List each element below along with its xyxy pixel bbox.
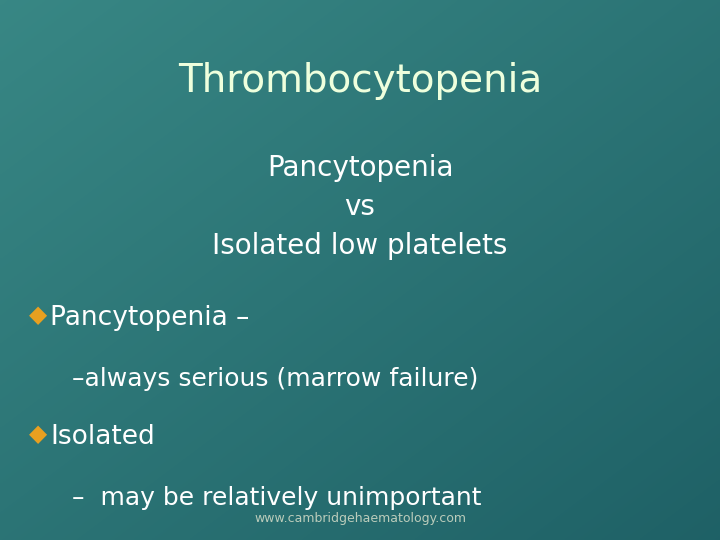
Text: ◆: ◆ [29, 422, 47, 446]
Text: –always serious (marrow failure): –always serious (marrow failure) [72, 367, 478, 391]
Text: Pancytopenia –: Pancytopenia – [50, 305, 250, 331]
Text: ◆: ◆ [29, 303, 47, 327]
Text: Thrombocytopenia: Thrombocytopenia [178, 62, 542, 100]
Text: Isolated low platelets: Isolated low platelets [212, 232, 508, 260]
Text: vs: vs [345, 193, 375, 221]
Text: www.cambridgehaematology.com: www.cambridgehaematology.com [254, 512, 466, 525]
Text: –  may be relatively unimportant: – may be relatively unimportant [72, 486, 482, 510]
Text: Isolated: Isolated [50, 424, 155, 450]
Text: Pancytopenia: Pancytopenia [266, 154, 454, 182]
